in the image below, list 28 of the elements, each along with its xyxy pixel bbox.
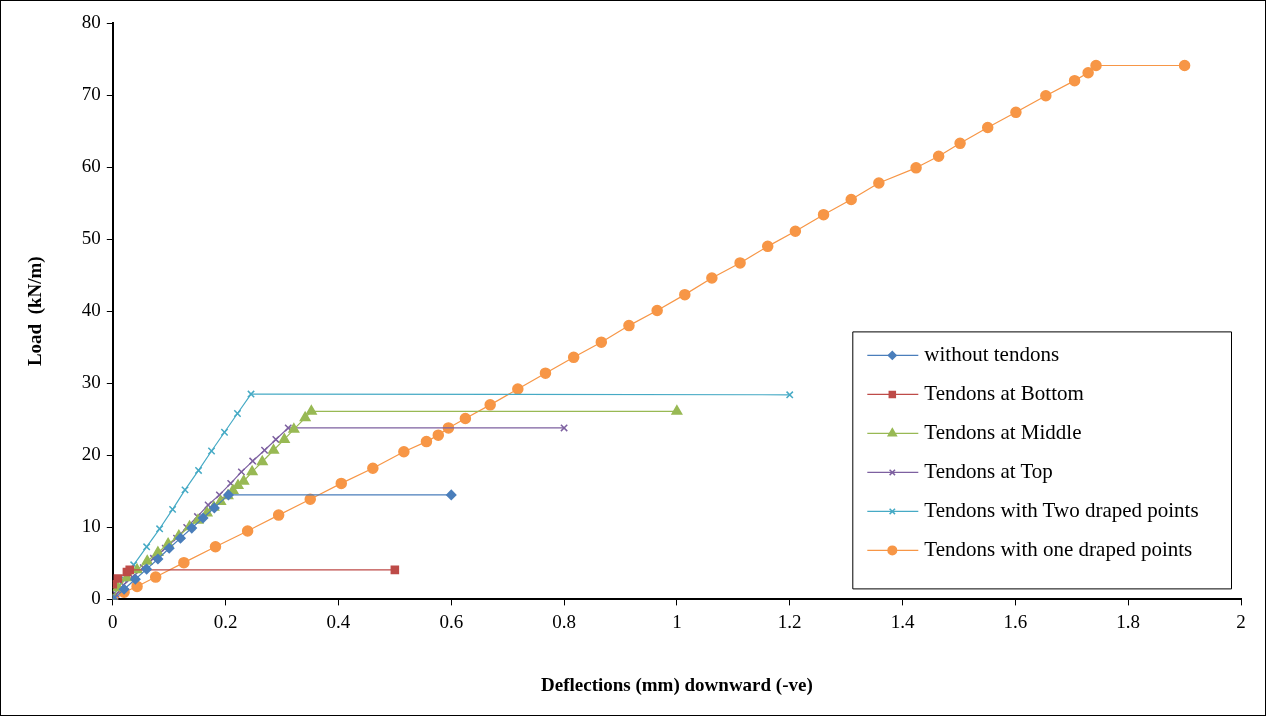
x-tick-label: 1.6 — [1003, 610, 1028, 632]
x-tick-label: 0.2 — [213, 610, 238, 632]
x-tick-label: 0 — [108, 610, 118, 632]
legend-label: without tendons — [924, 341, 1060, 366]
x-tick-label: 1.4 — [890, 610, 915, 632]
legend-label: Tendons with Two draped points — [924, 497, 1199, 522]
y-tick-label: 0 — [91, 587, 101, 609]
x-tick-label: 0.6 — [439, 610, 464, 632]
x-tick-label: 2 — [1236, 610, 1246, 632]
y-tick-label: 50 — [81, 227, 101, 249]
legend-label: Tendons at Bottom — [924, 380, 1084, 405]
x-tick-label: 1.2 — [777, 610, 802, 632]
legend-label: Tendons with one draped points — [924, 536, 1193, 561]
y-tick-label: 40 — [81, 299, 101, 321]
x-tick-label: 0.4 — [326, 610, 351, 632]
y-tick-label: 70 — [81, 83, 101, 105]
x-tick-label: 0.8 — [552, 610, 576, 632]
y-tick-label: 60 — [81, 155, 101, 177]
y-tick-label: 80 — [81, 10, 101, 32]
x-tick-label: 1.8 — [1116, 610, 1141, 632]
x-axis-title: Deflections (mm) downward (-ve) — [541, 673, 813, 696]
y-tick-label: 10 — [81, 515, 101, 537]
y-axis-title: Load (kN/m) — [24, 256, 47, 367]
y-tick-label: 30 — [81, 371, 101, 393]
legend-label: Tendons at Middle — [924, 419, 1082, 444]
legend-label: Tendons at Top — [924, 458, 1053, 483]
x-tick-label: 1 — [672, 610, 682, 632]
y-tick-label: 20 — [81, 443, 101, 465]
